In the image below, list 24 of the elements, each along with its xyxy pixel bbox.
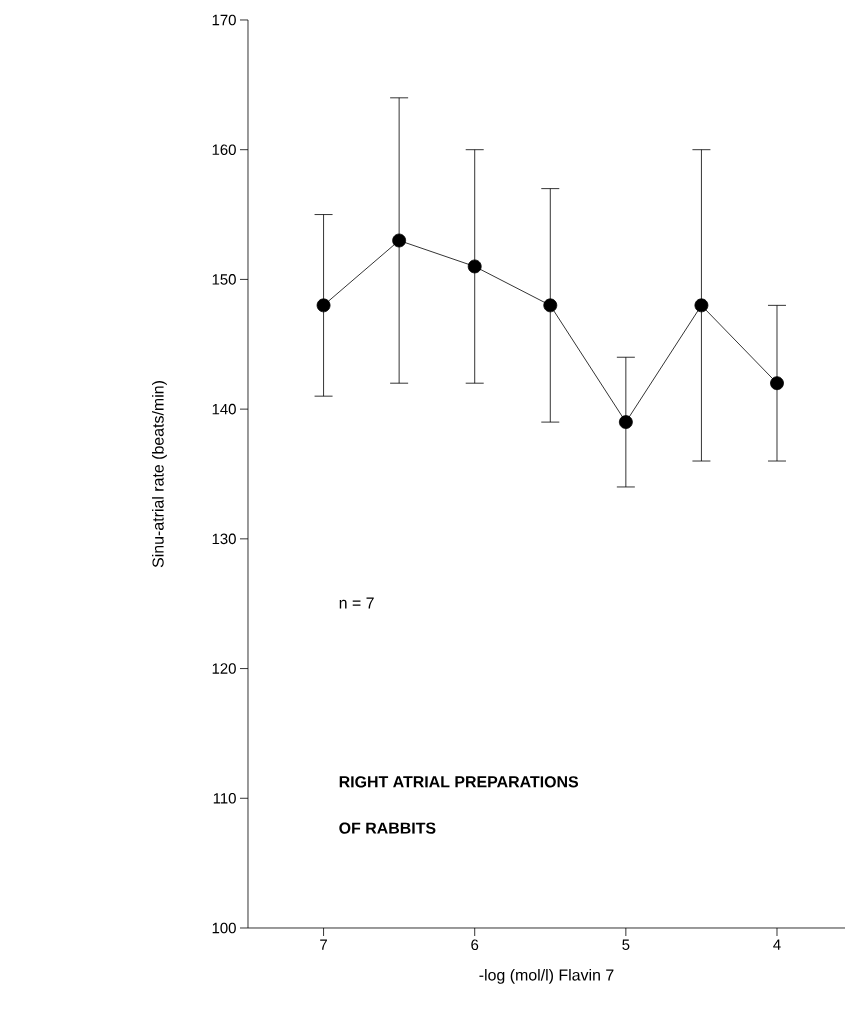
point bbox=[543, 298, 557, 313]
point bbox=[392, 233, 406, 248]
annotation: RIGHT ATRIAL PREPARATIONS bbox=[339, 776, 578, 788]
annotation: OF RABBITS bbox=[339, 822, 436, 834]
y-tick-label: 100 bbox=[212, 922, 236, 934]
y-tick-label: 110 bbox=[213, 792, 236, 804]
point bbox=[618, 415, 633, 430]
y-tick-label: 130 bbox=[212, 533, 236, 545]
y-tick-label: 120 bbox=[212, 663, 236, 674]
point bbox=[694, 298, 709, 313]
y-tick-label: 150 bbox=[212, 274, 236, 285]
point bbox=[769, 376, 784, 391]
point bbox=[467, 259, 482, 274]
y-axis-title: Sinu-atrial rate (beats/min) bbox=[151, 381, 167, 568]
x-tick-label: 4 bbox=[772, 939, 781, 950]
y-tick-label: 160 bbox=[212, 144, 236, 155]
point bbox=[316, 298, 331, 313]
x-tick-label: 6 bbox=[471, 939, 479, 951]
annotation: n = 7 bbox=[339, 597, 374, 609]
x-axis-title: -log (mol/l) Flavin 7 bbox=[479, 968, 614, 984]
x-tick-label: 7 bbox=[319, 939, 327, 950]
y-tick-label: 140 bbox=[212, 403, 236, 415]
y-tick-label: 170 bbox=[212, 14, 236, 26]
x-tick-label: 5 bbox=[622, 939, 630, 950]
